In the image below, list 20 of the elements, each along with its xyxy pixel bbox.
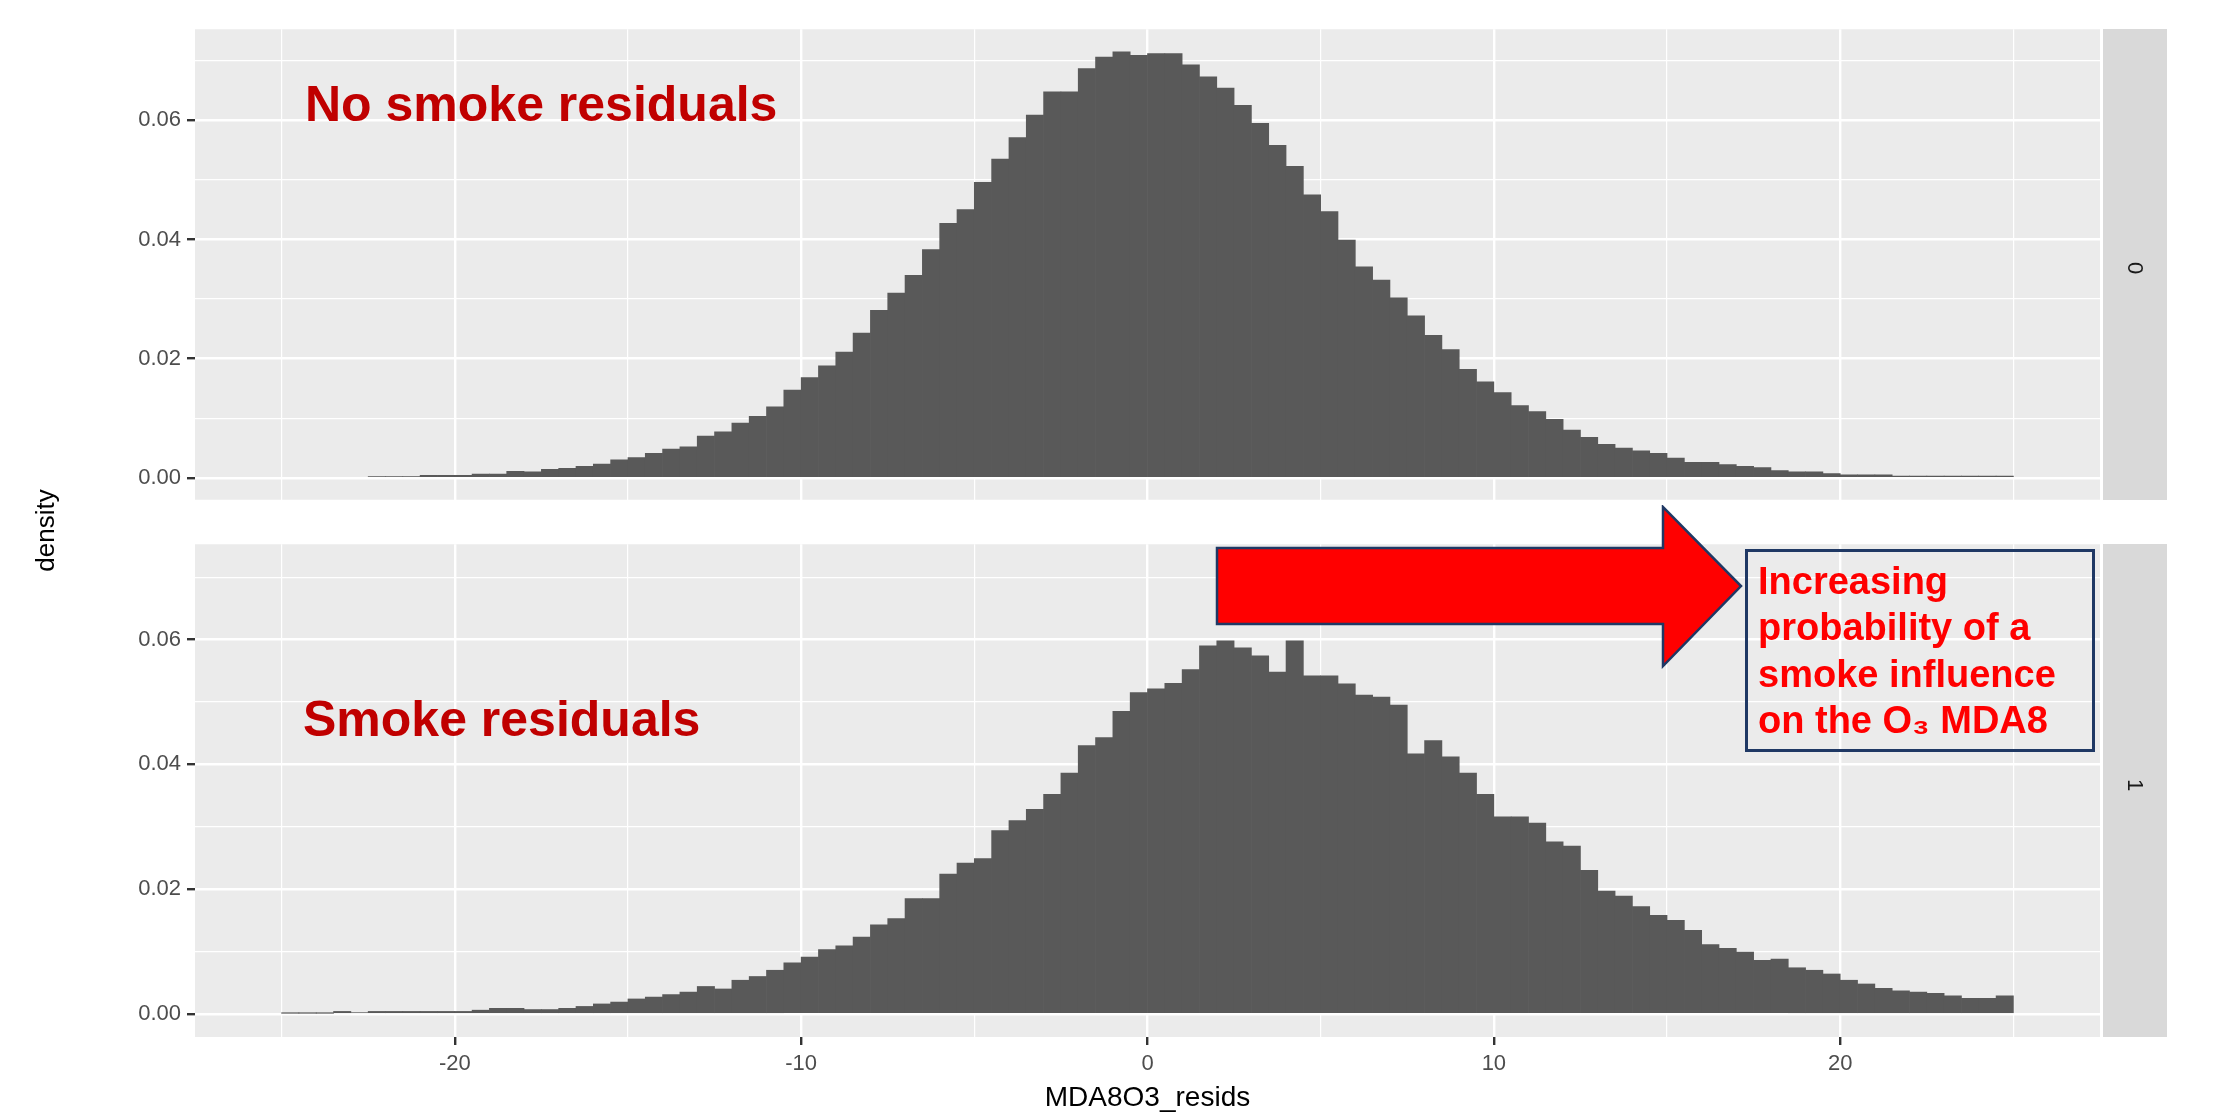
y-tick-label: 0.02 [138, 344, 181, 370]
annotation: Increasing probability of a smoke influence on the O₃ MDA8 [1745, 549, 2095, 753]
y-tick-label: 0.04 [138, 750, 181, 776]
text: 0 [2122, 261, 2148, 275]
text: 1 [2122, 778, 2148, 792]
x-tick-label: 0 [1141, 1050, 1154, 1076]
x-tick-label: -10 [785, 1050, 818, 1076]
annotation: Smoke residuals [303, 690, 701, 748]
y-tick-label: 0.00 [138, 463, 181, 489]
x-axis-title: MDA8O3_resids [1044, 1080, 1251, 1112]
y-tick-label: 0.04 [138, 225, 181, 251]
y-tick-label: 0.02 [138, 875, 181, 901]
x-tick-label: -20 [438, 1050, 471, 1076]
annotation: No smoke residuals [305, 75, 778, 133]
y-tick-label: 0.06 [138, 106, 181, 132]
y-axis-title: density [29, 488, 61, 572]
y-tick-label: 0.06 [138, 625, 181, 651]
x-tick-label: 10 [1481, 1050, 1507, 1076]
y-tick-label: 0.00 [138, 999, 181, 1025]
x-tick-label: 20 [1827, 1050, 1853, 1076]
